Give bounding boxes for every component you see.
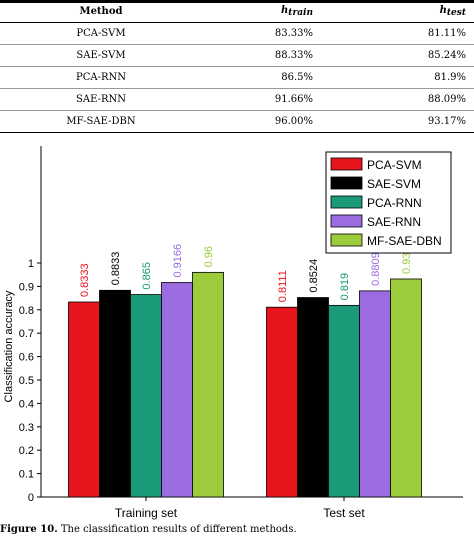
table-row: MF-SAE-DBN 96.00% 93.17% <box>0 110 474 133</box>
bar <box>99 289 131 498</box>
table-row: PCA-RNN 86.5% 81.9% <box>0 66 474 89</box>
y-tick-label: 0.1 <box>19 469 34 481</box>
x-tick-label: Test set <box>323 506 365 520</box>
table-row: PCA-SVM 83.33% 81.11% <box>0 22 474 45</box>
data-label: 0.819 <box>339 273 351 301</box>
y-tick-label: 0.4 <box>19 398 34 410</box>
legend-swatch <box>330 195 363 209</box>
data-label: 0.96 <box>203 246 215 267</box>
legend-swatch <box>330 214 363 228</box>
cell-method: PCA-SVM <box>0 22 202 45</box>
legend-label: PCA-SVM <box>367 158 422 172</box>
legend-label: PCA-RNN <box>367 196 422 210</box>
figure-caption: Figure 10. The classification results of… <box>0 524 297 535</box>
cell-train: 96.00% <box>202 110 323 133</box>
bar <box>161 282 193 498</box>
legend-swatch <box>330 233 363 247</box>
header-train: htrain <box>202 0 323 23</box>
cell-test: 81.9% <box>323 66 474 89</box>
y-tick-label: 0.5 <box>19 375 34 387</box>
bar <box>390 278 422 498</box>
table-row: SAE-SVM 88.33% 85.24% <box>0 44 474 67</box>
data-label: 0.865 <box>141 262 153 290</box>
results-table: Method htrain htest PCA-SVM 83.33% 81.11… <box>0 0 474 133</box>
legend-label: SAE-SVM <box>367 177 421 191</box>
cell-test: 85.24% <box>323 44 474 67</box>
cell-train: 86.5% <box>202 66 323 89</box>
header-test: htest <box>323 0 474 23</box>
cell-train: 88.33% <box>202 44 323 67</box>
bar <box>130 294 162 498</box>
table-header-row: Method htrain htest <box>0 0 474 23</box>
y-tick-label: 0.3 <box>19 422 34 434</box>
table-row: SAE-RNN 91.66% 88.09% <box>0 88 474 111</box>
cell-method: SAE-RNN <box>0 88 202 111</box>
legend-label: SAE-RNN <box>367 215 421 229</box>
bar <box>328 304 360 498</box>
bar <box>266 306 298 498</box>
data-label: 0.8111 <box>277 270 289 302</box>
cell-method: MF-SAE-DBN <box>0 110 202 133</box>
data-label: 0.8333 <box>79 263 91 297</box>
cell-train: 91.66% <box>202 88 323 111</box>
legend-label: MF-SAE-DBN <box>367 234 442 248</box>
cell-test: 93.17% <box>323 110 474 133</box>
y-tick-label: 0.7 <box>19 328 34 340</box>
bar <box>68 301 100 498</box>
y-tick-label: 1 <box>28 258 34 270</box>
data-label: 0.8833 <box>110 252 122 286</box>
y-tick-label: 0.9 <box>19 281 34 293</box>
cell-method: SAE-SVM <box>0 44 202 67</box>
cell-test: 88.09% <box>323 88 474 111</box>
data-label: 0.9166 <box>172 244 184 278</box>
legend-swatch <box>330 157 363 171</box>
bar <box>297 297 329 498</box>
y-tick-label: 0 <box>28 492 34 504</box>
data-label: 0.8809 <box>370 252 382 286</box>
cell-train: 83.33% <box>202 22 323 45</box>
legend-swatch <box>330 176 363 190</box>
data-label: 0.8524 <box>308 259 320 293</box>
header-method: Method <box>0 0 202 23</box>
y-tick-label: 0.6 <box>19 352 34 364</box>
y-tick-label: 0.2 <box>19 445 34 457</box>
y-axis-title: Classification accuracy <box>3 290 15 402</box>
caption-text: The classification results of different … <box>60 524 297 535</box>
accuracy-bar-chart: 0 0.1 0.2 0.3 0.4 0.5 0.6 0.7 0.8 0.9 1 Classificat… <box>3 146 463 520</box>
bar <box>359 290 391 498</box>
cell-method: PCA-RNN <box>0 66 202 89</box>
bar <box>192 271 224 498</box>
x-tick-label: Training set <box>115 506 178 520</box>
cell-test: 81.11% <box>323 22 474 45</box>
caption-label: Figure 10. <box>0 524 58 535</box>
y-tick-label: 0.8 <box>19 305 34 317</box>
